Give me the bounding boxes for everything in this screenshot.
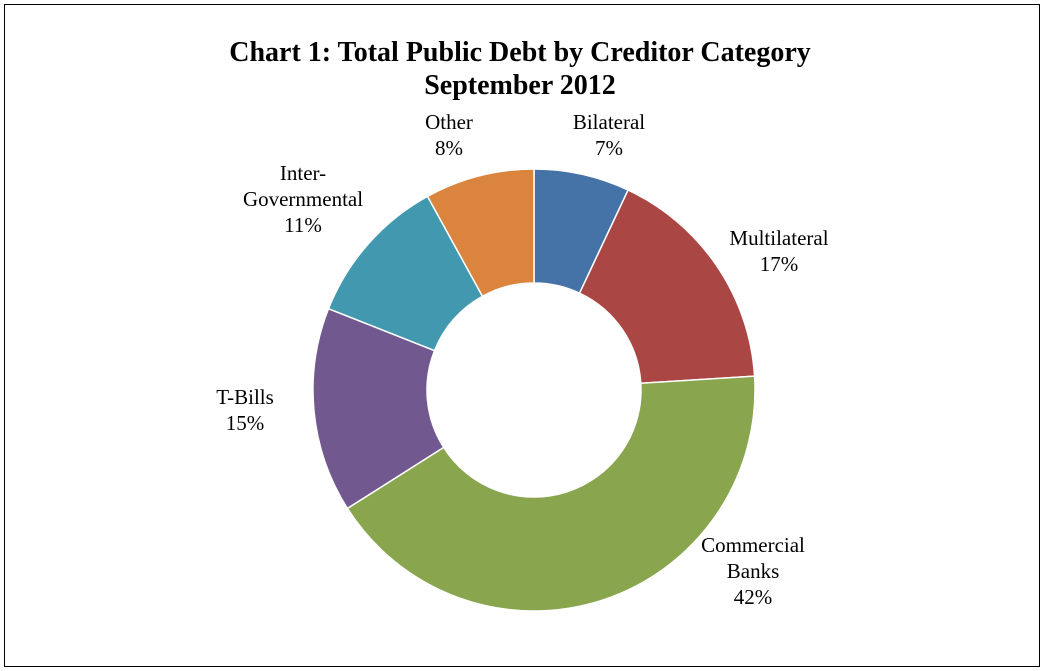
- slice-name: Banks: [727, 559, 780, 583]
- slice-name: Governmental: [243, 187, 363, 211]
- slice-percent: 7%: [595, 136, 623, 160]
- slice-name: Inter-: [280, 161, 326, 185]
- slice-label: Bilateral 7%: [573, 110, 645, 160]
- slice-name: Bilateral: [573, 110, 645, 134]
- label-group: Bilateral 7% Multilateral 17% Commercial Bank…: [216, 110, 829, 609]
- slice-t-bills: [312, 307, 445, 510]
- slice-label: Inter-Governmental 11%: [243, 161, 363, 237]
- slice-label: Multilateral 17%: [729, 226, 828, 276]
- slice-group: [312, 168, 756, 612]
- slice-name: Commercial: [701, 533, 805, 557]
- slice-name: Other: [425, 110, 473, 134]
- slice-name: Multilateral: [729, 226, 828, 250]
- slice-other: [426, 168, 535, 298]
- slice-name: T-Bills: [216, 385, 274, 409]
- slice-label: T-Bills 15%: [216, 385, 274, 435]
- slice-percent: 11%: [284, 213, 322, 237]
- slice-percent: 42%: [734, 585, 773, 609]
- chart-title-block: Chart 1: Total Public Debt by Creditor C…: [0, 36, 1040, 102]
- slice-commercial-banks: [346, 375, 756, 612]
- slice-label: Commercial Banks 42%: [701, 533, 805, 609]
- slice-percent: 8%: [435, 136, 463, 160]
- chart-subtitle: September 2012: [424, 70, 616, 101]
- slice-percent: 15%: [226, 411, 265, 435]
- slice-label: Other 8%: [425, 110, 473, 160]
- slice-multilateral: [578, 189, 756, 385]
- chart-title: Chart 1: Total Public Debt by Creditor C…: [229, 37, 811, 68]
- slice-percent: 17%: [760, 252, 799, 276]
